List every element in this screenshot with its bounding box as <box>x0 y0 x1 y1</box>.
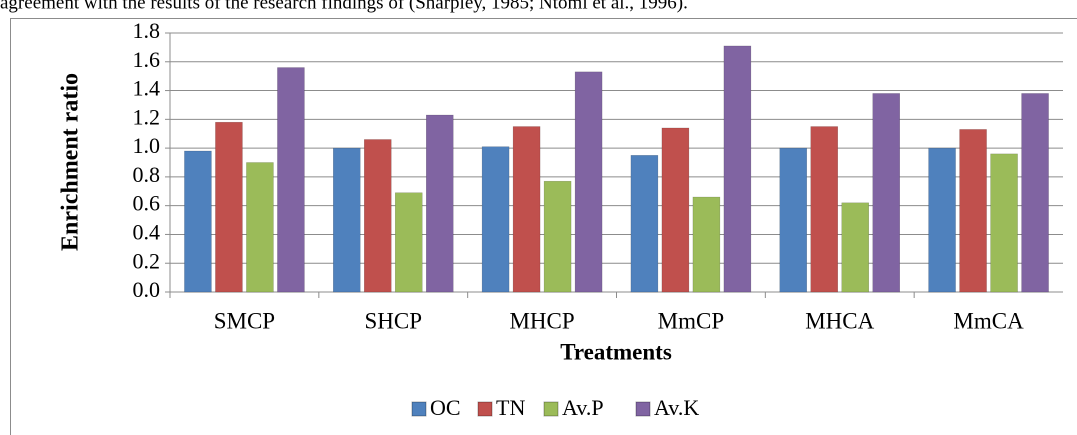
bar <box>723 45 752 293</box>
y-tick-label: 0.2 <box>133 248 161 273</box>
caption-text: agreement with the results of the resear… <box>0 0 688 13</box>
y-axis-label: Enrichment ratio <box>58 73 84 251</box>
bar <box>184 150 212 293</box>
legend-label: OC <box>430 395 461 420</box>
x-tick-label: MmCP <box>658 308 724 333</box>
legend-swatch <box>411 401 427 417</box>
y-tick-label: 0.8 <box>133 162 161 187</box>
bar <box>481 146 510 293</box>
y-tick-label: 1.6 <box>133 47 161 72</box>
bar <box>277 67 305 293</box>
bar <box>928 147 956 293</box>
bar <box>333 147 361 293</box>
bar <box>872 93 900 293</box>
bar <box>630 155 659 293</box>
y-tick-label: 0.6 <box>133 191 161 216</box>
bar <box>959 129 987 293</box>
x-tick-label: MHCA <box>805 308 874 333</box>
bar <box>574 71 603 293</box>
x-tick-label: SMCP <box>214 308 275 333</box>
bar <box>246 162 274 293</box>
bar <box>841 202 869 293</box>
legend: OC TN Av.P Av.K <box>411 395 699 420</box>
y-tick-label: 1.0 <box>133 133 161 158</box>
bar <box>364 139 392 293</box>
legend-swatch <box>543 401 559 417</box>
bar <box>661 127 690 293</box>
y-tick-label: 0.4 <box>133 219 161 244</box>
legend-swatch <box>635 401 651 417</box>
bar <box>543 180 572 293</box>
x-axis-label: Treatments <box>560 339 672 364</box>
legend-label: Av.P <box>562 395 604 420</box>
bar <box>512 126 541 293</box>
y-tick-label: 1.4 <box>133 76 161 101</box>
y-tick-label: 1.2 <box>133 104 161 129</box>
bar <box>990 153 1018 293</box>
legend-label: Av.K <box>654 395 699 420</box>
y-tick-label: 0.0 <box>133 277 161 302</box>
legend-swatch <box>477 401 493 417</box>
x-tick-label: MmCA <box>953 308 1024 333</box>
legend-label: TN <box>496 395 525 420</box>
bar <box>1021 93 1049 293</box>
x-tick-label: MHCP <box>509 308 574 333</box>
bar <box>692 196 721 293</box>
bar <box>426 114 454 293</box>
y-tick-label: 1.8 <box>133 18 161 43</box>
bar <box>779 147 807 293</box>
x-tick-label: SHCP <box>364 308 422 333</box>
bar <box>215 121 243 293</box>
bar <box>810 126 838 293</box>
bar <box>395 192 423 293</box>
